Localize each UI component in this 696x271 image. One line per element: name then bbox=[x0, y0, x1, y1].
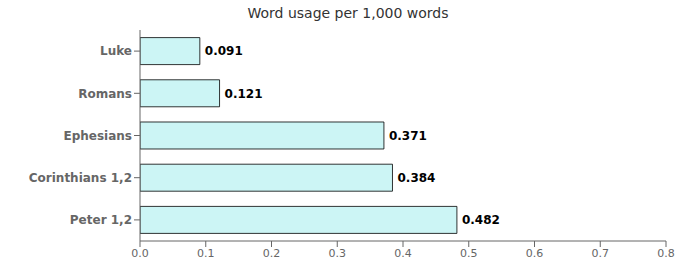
svg-text:0.091: 0.091 bbox=[205, 44, 243, 58]
svg-text:0.0: 0.0 bbox=[131, 247, 149, 260]
svg-text:0.7: 0.7 bbox=[592, 247, 610, 260]
svg-text:Corinthians 1,2: Corinthians 1,2 bbox=[29, 171, 132, 185]
html-text:Word usage per 1,000 words: Word usage per 1,000 words bbox=[247, 5, 449, 21]
svg-text:0.1: 0.1 bbox=[197, 247, 215, 260]
svg-text:0.6: 0.6 bbox=[526, 247, 544, 260]
svg-text:0.384: 0.384 bbox=[397, 171, 435, 185]
svg-text:0.482: 0.482 bbox=[462, 213, 500, 227]
svg-text:Ephesians: Ephesians bbox=[63, 129, 132, 143]
svg-text:Luke: Luke bbox=[100, 44, 132, 58]
svg-text:0.371: 0.371 bbox=[389, 129, 427, 143]
svg-text:0.8: 0.8 bbox=[657, 247, 675, 260]
svg-text:0.5: 0.5 bbox=[460, 247, 478, 260]
svg-text:0.3: 0.3 bbox=[329, 247, 347, 260]
svg-text:0.4: 0.4 bbox=[394, 247, 412, 260]
svg-text:Romans: Romans bbox=[78, 87, 132, 101]
svg-text:Peter 1,2: Peter 1,2 bbox=[70, 213, 132, 227]
svg-text:0.2: 0.2 bbox=[263, 247, 281, 260]
svg-text:0.121: 0.121 bbox=[225, 87, 263, 101]
